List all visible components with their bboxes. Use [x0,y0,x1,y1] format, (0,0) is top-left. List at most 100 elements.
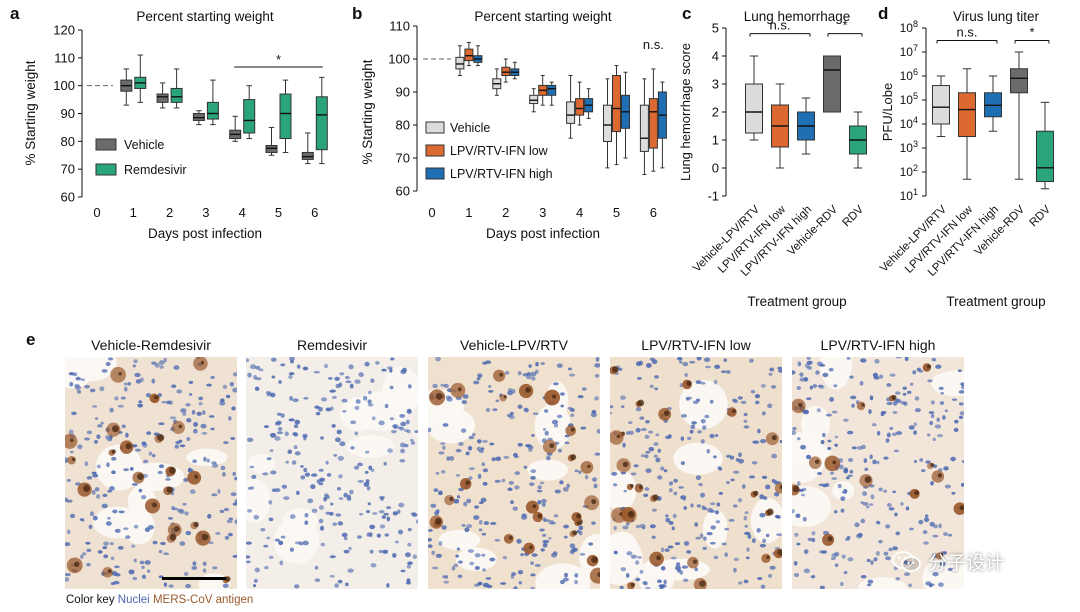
antigen-stain-core [200,360,205,365]
nucleus [463,501,468,507]
nucleus [325,460,329,465]
nucleus [481,553,486,557]
nucleus [811,531,816,536]
nucleus [579,552,586,556]
nucleus [347,568,354,573]
nucleus [918,519,924,525]
nucleus [110,581,116,586]
alveolar-space [610,469,637,511]
nucleus [951,398,958,402]
nucleus [869,395,874,401]
nucleus [253,578,258,583]
nucleus [935,364,942,369]
nucleus [152,540,158,545]
nucleus [855,533,862,539]
nucleus [151,361,157,365]
nucleus [796,480,801,486]
alveolar-space [274,518,320,564]
nucleus [474,553,481,558]
antigen-stain-core [549,443,555,449]
antigen-stain-core [111,425,119,433]
nucleus [588,542,594,546]
nucleus [893,566,898,571]
box-series-1-day-1 [464,48,474,62]
nucleus [389,368,393,373]
nucleus [717,466,721,470]
nucleus [805,454,812,460]
nucleus [806,357,811,361]
nucleus [110,556,115,561]
antigen-stain-core [570,454,577,461]
nucleus [457,574,463,579]
nucleus [679,570,684,575]
nucleus [939,561,946,567]
nucleus [714,510,720,515]
nucleus [700,381,706,385]
nucleus [103,541,109,546]
nucleus [645,362,652,368]
nucleus [482,568,486,572]
nucleus [954,419,959,424]
nucleus [407,542,412,547]
nucleus [187,468,192,473]
nucleus [639,569,644,574]
antigen-stain-core [630,582,635,587]
nucleus [69,513,76,519]
significance-label: * [1029,25,1034,40]
antigen-stain [544,389,561,406]
box-remdesivir-day-5 [279,93,292,140]
y-tick-label: 107 [900,43,918,59]
nucleus [398,502,405,508]
nucleus [296,364,301,369]
significance-label: * [842,18,847,33]
nucleus [924,514,929,518]
nucleus [658,584,665,588]
nucleus [943,532,949,537]
nucleus [325,407,332,412]
nucleus [410,441,416,445]
antigen-stain-core [753,490,759,496]
nucleus [303,467,308,473]
nucleus [840,508,845,513]
nucleus [902,386,907,390]
nucleus [65,460,68,464]
nucleus [886,383,892,387]
y-tick-label: 2 [712,105,719,120]
nucleus [336,429,342,435]
nucleus [923,541,929,545]
nucleus [737,498,743,503]
nucleus [574,573,579,578]
antigen-stain [589,567,600,584]
nucleus [185,530,192,536]
nucleus [220,465,226,471]
nucleus [827,447,832,451]
nucleus [386,516,391,522]
alveolar-space [801,405,831,443]
nucleus [530,586,536,589]
nucleus [169,416,177,420]
nucleus [829,396,834,402]
nucleus [344,582,349,587]
nucleus [232,554,237,558]
nucleus [530,469,537,474]
nucleus [367,502,372,506]
nucleus [623,489,627,493]
nucleus [406,578,411,584]
nucleus [860,358,867,363]
antigen-stain-core [173,525,180,532]
nucleus [744,524,749,528]
nucleus [751,461,758,465]
nucleus [760,384,766,388]
nucleus [455,448,462,453]
antigen-stain-core [193,521,199,528]
nucleus [928,411,935,414]
antigen-stain-core [537,513,543,519]
y-tick-label: 4 [712,49,719,64]
nucleus [645,450,651,454]
nucleus [546,455,551,461]
nucleus [702,546,707,550]
nucleus [276,431,284,435]
nucleus [294,451,301,456]
nucleus [287,449,293,455]
nucleus [210,427,215,431]
